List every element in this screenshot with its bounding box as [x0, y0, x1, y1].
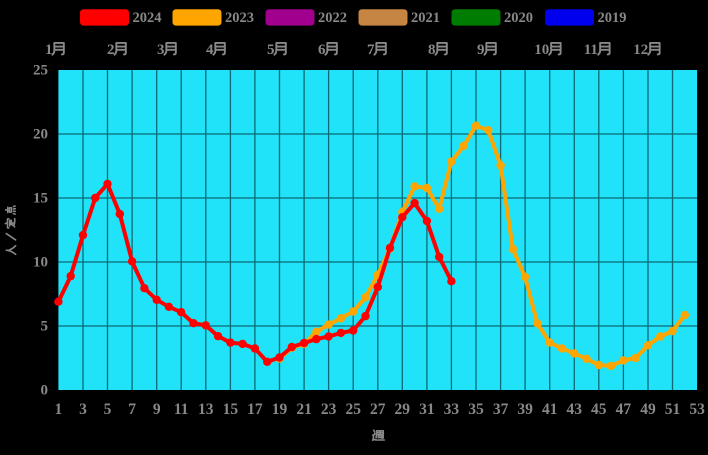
svg-text:11: 11 — [584, 42, 598, 58]
svg-text:33: 33 — [444, 401, 460, 418]
svg-text:7: 7 — [367, 42, 375, 58]
svg-text:9: 9 — [477, 42, 485, 58]
svg-text:4: 4 — [206, 42, 214, 58]
svg-text:6: 6 — [318, 42, 326, 58]
svg-text:39: 39 — [517, 401, 533, 418]
svg-text:2023: 2023 — [225, 10, 254, 26]
svg-text:1: 1 — [45, 42, 53, 58]
svg-text:35: 35 — [468, 401, 484, 418]
svg-text:2019: 2019 — [598, 10, 627, 26]
svg-text:51: 51 — [665, 401, 681, 418]
svg-text:2024: 2024 — [133, 10, 162, 26]
svg-text:49: 49 — [640, 401, 656, 418]
svg-text:12: 12 — [633, 42, 648, 58]
svg-text:0: 0 — [41, 383, 49, 399]
svg-text:7: 7 — [128, 401, 136, 418]
svg-text:15: 15 — [223, 401, 239, 418]
svg-text:21: 21 — [296, 401, 312, 418]
svg-text:27: 27 — [370, 401, 386, 418]
svg-text:5: 5 — [267, 42, 275, 58]
svg-text:10: 10 — [33, 255, 48, 271]
svg-text:53: 53 — [689, 401, 705, 418]
svg-text:43: 43 — [567, 401, 583, 418]
svg-text:45: 45 — [591, 401, 607, 418]
svg-text:3: 3 — [157, 42, 165, 58]
svg-text:19: 19 — [272, 401, 288, 418]
svg-text:15: 15 — [33, 191, 48, 207]
svg-text:2022: 2022 — [318, 10, 347, 26]
svg-text:17: 17 — [247, 401, 263, 418]
svg-text:13: 13 — [198, 401, 214, 418]
svg-text:5: 5 — [41, 319, 49, 335]
svg-text:2: 2 — [107, 42, 115, 58]
svg-text:3: 3 — [79, 401, 87, 418]
svg-text:41: 41 — [542, 401, 558, 418]
svg-text:31: 31 — [419, 401, 435, 418]
svg-text:25: 25 — [33, 63, 48, 79]
svg-text:47: 47 — [616, 401, 632, 418]
svg-text:9: 9 — [153, 401, 161, 418]
svg-text:10: 10 — [534, 42, 549, 58]
svg-text:2021: 2021 — [411, 10, 440, 26]
svg-text:8: 8 — [428, 42, 436, 58]
svg-text:5: 5 — [104, 401, 112, 418]
svg-text:25: 25 — [345, 401, 361, 418]
svg-text:29: 29 — [395, 401, 411, 418]
svg-text:2020: 2020 — [504, 10, 533, 26]
svg-text:1: 1 — [55, 401, 63, 418]
svg-text:23: 23 — [321, 401, 337, 418]
svg-text:20: 20 — [33, 127, 48, 143]
svg-text:37: 37 — [493, 401, 509, 418]
svg-text:11: 11 — [174, 401, 189, 418]
